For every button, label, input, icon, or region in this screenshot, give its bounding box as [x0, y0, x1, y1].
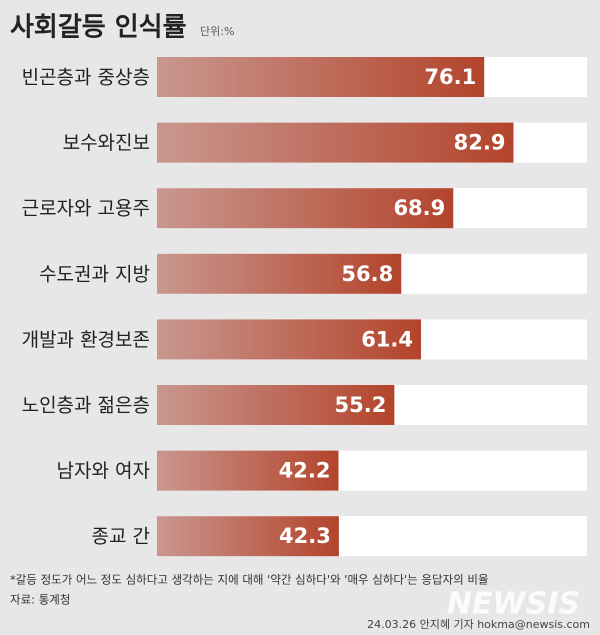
category-label: 남자와 여자 [57, 460, 150, 482]
bar [157, 385, 395, 425]
bar [157, 450, 339, 491]
footnote: *갈등 정도가 어느 정도 심하다고 생각하는 지에 대해 '약간 심하다'와 … [10, 573, 489, 587]
value-label: 82.9 [454, 131, 506, 155]
category-label: 개발과 환경보존 [22, 329, 150, 351]
category-label: 수도권과 지방 [39, 263, 150, 285]
logo: NEWSIS [447, 587, 580, 622]
value-label: 68.9 [393, 196, 445, 220]
category-label: 종교 간 [92, 526, 150, 548]
bar [157, 319, 422, 360]
category-label: 빈곤층과 중상층 [22, 67, 150, 89]
value-label: 76.1 [424, 65, 476, 89]
category-label: 노인층과 젊은층 [22, 395, 150, 417]
value-label: 55.2 [335, 393, 387, 417]
value-label: 56.8 [341, 262, 393, 286]
value-label: 42.2 [279, 459, 331, 483]
bar [157, 57, 485, 97]
bar [157, 188, 454, 229]
unit-label: 단위:% [200, 25, 234, 38]
chart-title: 사회갈등 인식률 [10, 13, 187, 43]
value-label: 61.4 [361, 327, 413, 351]
bar [157, 516, 339, 557]
value-label: 42.3 [279, 524, 331, 548]
bar [157, 122, 514, 163]
category-label: 보수와진보 [63, 132, 150, 154]
credit: 24.03.26 안지혜 기자 hokma@newsis.com [367, 618, 590, 631]
source: 자료: 통계청 [10, 593, 70, 607]
bar [157, 253, 402, 294]
category-label: 근로자와 고용주 [22, 198, 150, 220]
